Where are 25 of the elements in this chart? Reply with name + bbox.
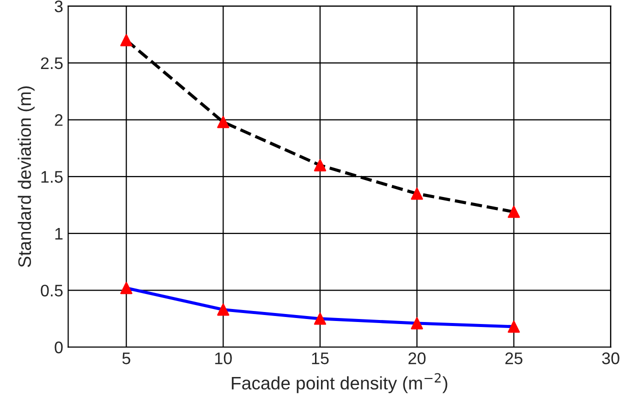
point <box>410 317 424 330</box>
y-tick-label: 2.5 <box>41 57 63 70</box>
y-axis-title: Standard deviation (m) <box>18 86 35 268</box>
x-axis-title: Facade point density (m$^{−2}$) <box>232 373 448 394</box>
point <box>508 320 520 333</box>
x-tick-label: 15 <box>312 352 329 364</box>
point <box>120 34 132 46</box>
x-tick-label: 20 <box>408 352 426 364</box>
y-tick-label: 3 <box>54 0 63 12</box>
y-tick-label: 1.5 <box>41 171 63 183</box>
x-tick-label: 5 <box>122 352 130 364</box>
point <box>508 206 520 218</box>
point <box>314 159 326 172</box>
point <box>217 304 230 316</box>
point <box>410 188 424 200</box>
y-tick-label: 0.5 <box>40 284 63 296</box>
x-tick-label: 30 <box>602 352 620 364</box>
x-tick-label: 10 <box>215 352 232 364</box>
y-tick-label: 0 <box>54 342 63 354</box>
point <box>217 116 230 128</box>
x-tick-label: 25 <box>505 352 522 364</box>
y-tick-label: 1 <box>55 228 63 240</box>
point <box>314 312 326 325</box>
y-tick-label: 2 <box>54 114 63 126</box>
point <box>120 282 132 294</box>
